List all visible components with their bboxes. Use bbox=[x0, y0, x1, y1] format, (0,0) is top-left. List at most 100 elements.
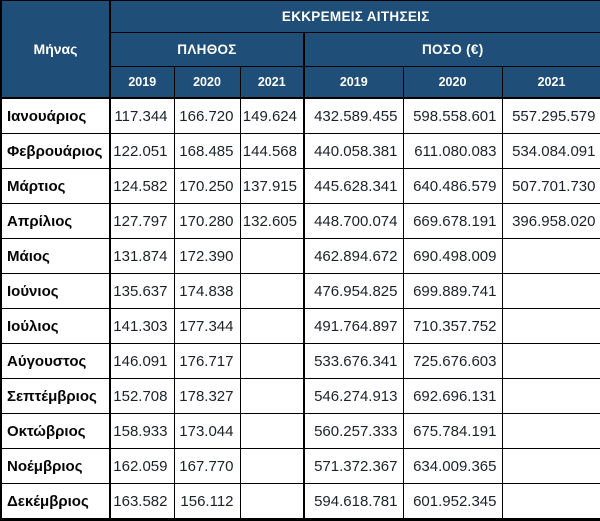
amount-value-cell: 571.372.367 bbox=[303, 448, 404, 484]
table-row: Σεπτέμβριος 152.708 178.327 546.274.913 692.… bbox=[0, 378, 600, 414]
count-value-cell bbox=[239, 378, 305, 414]
amount-value-cell bbox=[501, 273, 600, 309]
header-row-title: Μήνας ΕΚΚΡΕΜΕΙΣ ΑΙΤΗΣΕΙΣ bbox=[0, 0, 600, 99]
amount-value-cell: 432.589.455 bbox=[303, 97, 404, 134]
count-value-cell: 149.624 bbox=[239, 97, 305, 134]
count-value-cell: 135.637 bbox=[109, 273, 175, 309]
amount-value-cell bbox=[501, 238, 600, 274]
table-row: Φεβρουάριος 122.051 168.485 144.568 440.058.… bbox=[0, 133, 600, 169]
month-cell: Ιούνιος bbox=[0, 273, 111, 309]
table-body: Ιανουάριος 117.344 166.720 149.624 432.589.4… bbox=[0, 97, 600, 520]
table-header: Μήνας ΕΚΚΡΕΜΕΙΣ ΑΙΤΗΣΕΙΣ ΠΛΗΘΟΣ ΠΟΣΟ (€)… bbox=[0, 0, 600, 99]
count-value-cell: 177.344 bbox=[173, 308, 241, 344]
count-value-cell bbox=[239, 483, 305, 520]
amount-value-cell: 440.058.381 bbox=[303, 133, 404, 169]
amount-value-cell bbox=[501, 413, 600, 449]
count-value-cell bbox=[239, 238, 305, 274]
month-cell: Νοέμβριος bbox=[0, 448, 111, 484]
table-row: Ιούνιος 135.637 174.838 476.954.825 699.889.… bbox=[0, 273, 600, 309]
month-cell: Μάρτιος bbox=[0, 168, 111, 204]
count-value-cell: 168.485 bbox=[173, 133, 241, 169]
amount-value-cell: 699.889.741 bbox=[402, 273, 503, 309]
count-value-cell: 122.051 bbox=[109, 133, 175, 169]
amount-value-cell: 725.676.603 bbox=[402, 343, 503, 379]
month-cell: Αύγουστος bbox=[0, 343, 111, 379]
month-cell: Μάιος bbox=[0, 238, 111, 274]
count-value-cell: 163.582 bbox=[109, 483, 175, 520]
count-value-cell: 162.059 bbox=[109, 448, 175, 484]
amount-value-cell: 396.958.020 bbox=[501, 203, 600, 239]
table-row: Οκτώβριος 158.933 173.044 560.257.333 675.78… bbox=[0, 413, 600, 449]
count-value-cell: 137.915 bbox=[239, 168, 305, 204]
year-header-amount-2019: 2019 bbox=[303, 66, 404, 99]
table-row: Αύγουστος 146.091 176.717 533.676.341 725.67… bbox=[0, 343, 600, 379]
count-value-cell: 131.874 bbox=[109, 238, 175, 274]
month-cell: Ιανουάριος bbox=[0, 97, 111, 134]
count-value-cell: 132.605 bbox=[239, 203, 305, 239]
amount-value-cell: 445.628.341 bbox=[303, 168, 404, 204]
amount-value-cell: 692.696.131 bbox=[402, 378, 503, 414]
month-cell: Φεβρουάριος bbox=[0, 133, 111, 169]
amount-value-cell: 534.084.091 bbox=[501, 133, 600, 169]
count-value-cell bbox=[239, 308, 305, 344]
year-header-count-2021: 2021 bbox=[239, 66, 305, 99]
amount-value-cell: 669.678.191 bbox=[402, 203, 503, 239]
month-cell: Δεκέμβριος bbox=[0, 483, 111, 520]
table-row: Μάρτιος 124.582 170.250 137.915 445.628.341 6… bbox=[0, 168, 600, 204]
amount-value-cell bbox=[501, 308, 600, 344]
table-row: Ιούλιος 141.303 177.344 491.764.897 710.357.… bbox=[0, 308, 600, 344]
count-value-cell: 170.280 bbox=[173, 203, 241, 239]
amount-value-cell: 601.952.345 bbox=[402, 483, 503, 520]
amount-value-cell: 675.784.191 bbox=[402, 413, 503, 449]
count-value-cell bbox=[239, 413, 305, 449]
amount-value-cell: 640.486.579 bbox=[402, 168, 503, 204]
amount-value-cell: 507.701.730 bbox=[501, 168, 600, 204]
table-title: ΕΚΚΡΕΜΕΙΣ ΑΙΤΗΣΕΙΣ bbox=[109, 0, 600, 33]
count-value-cell: 172.390 bbox=[173, 238, 241, 274]
amount-value-cell: 690.498.009 bbox=[402, 238, 503, 274]
year-header-amount-2021: 2021 bbox=[501, 66, 600, 99]
count-value-cell: 117.344 bbox=[109, 97, 175, 134]
amount-value-cell: 462.894.672 bbox=[303, 238, 404, 274]
amount-value-cell bbox=[501, 378, 600, 414]
count-group-header: ΠΛΗΘΟΣ bbox=[109, 32, 305, 67]
amount-value-cell: 611.080.083 bbox=[402, 133, 503, 169]
count-value-cell: 152.708 bbox=[109, 378, 175, 414]
amount-value-cell: 476.954.825 bbox=[303, 273, 404, 309]
table-row: Απρίλιος 127.797 170.280 132.605 448.700.074… bbox=[0, 203, 600, 239]
count-value-cell: 178.327 bbox=[173, 378, 241, 414]
count-value-cell: 173.044 bbox=[173, 413, 241, 449]
amount-value-cell: 557.295.579 bbox=[501, 97, 600, 134]
count-value-cell: 166.720 bbox=[173, 97, 241, 134]
year-header-count-2019: 2019 bbox=[109, 66, 175, 99]
table-row: Νοέμβριος 162.059 167.770 571.372.367 634.00… bbox=[0, 448, 600, 484]
amount-value-cell: 560.257.333 bbox=[303, 413, 404, 449]
count-value-cell: 167.770 bbox=[173, 448, 241, 484]
amount-group-header: ΠΟΣΟ (€) bbox=[303, 32, 600, 67]
count-value-cell: 156.112 bbox=[173, 483, 241, 520]
count-value-cell: 176.717 bbox=[173, 343, 241, 379]
month-cell: Απρίλιος bbox=[0, 203, 111, 239]
amount-value-cell: 598.558.601 bbox=[402, 97, 503, 134]
amount-value-cell bbox=[501, 448, 600, 484]
count-value-cell: 141.303 bbox=[109, 308, 175, 344]
count-value-cell: 127.797 bbox=[109, 203, 175, 239]
count-value-cell bbox=[239, 273, 305, 309]
month-column-header: Μήνας bbox=[0, 0, 111, 99]
header-row-years: 2019 2020 2021 2019 2020 2021 bbox=[1, 66, 600, 99]
count-value-cell: 146.091 bbox=[109, 343, 175, 379]
count-value-cell: 144.568 bbox=[239, 133, 305, 169]
table-row: Δεκέμβριος 163.582 156.112 594.618.781 601.9… bbox=[0, 483, 600, 520]
count-value-cell: 158.933 bbox=[109, 413, 175, 449]
amount-value-cell bbox=[501, 483, 600, 520]
amount-value-cell: 448.700.074 bbox=[303, 203, 404, 239]
amount-value-cell bbox=[501, 343, 600, 379]
count-value-cell: 174.838 bbox=[173, 273, 241, 309]
amount-value-cell: 634.009.365 bbox=[402, 448, 503, 484]
amount-value-cell: 491.764.897 bbox=[303, 308, 404, 344]
month-cell: Οκτώβριος bbox=[0, 413, 111, 449]
amount-value-cell: 594.618.781 bbox=[303, 483, 404, 520]
header-row-groups: ΠΛΗΘΟΣ ΠΟΣΟ (€) bbox=[1, 32, 600, 67]
count-value-cell bbox=[239, 343, 305, 379]
